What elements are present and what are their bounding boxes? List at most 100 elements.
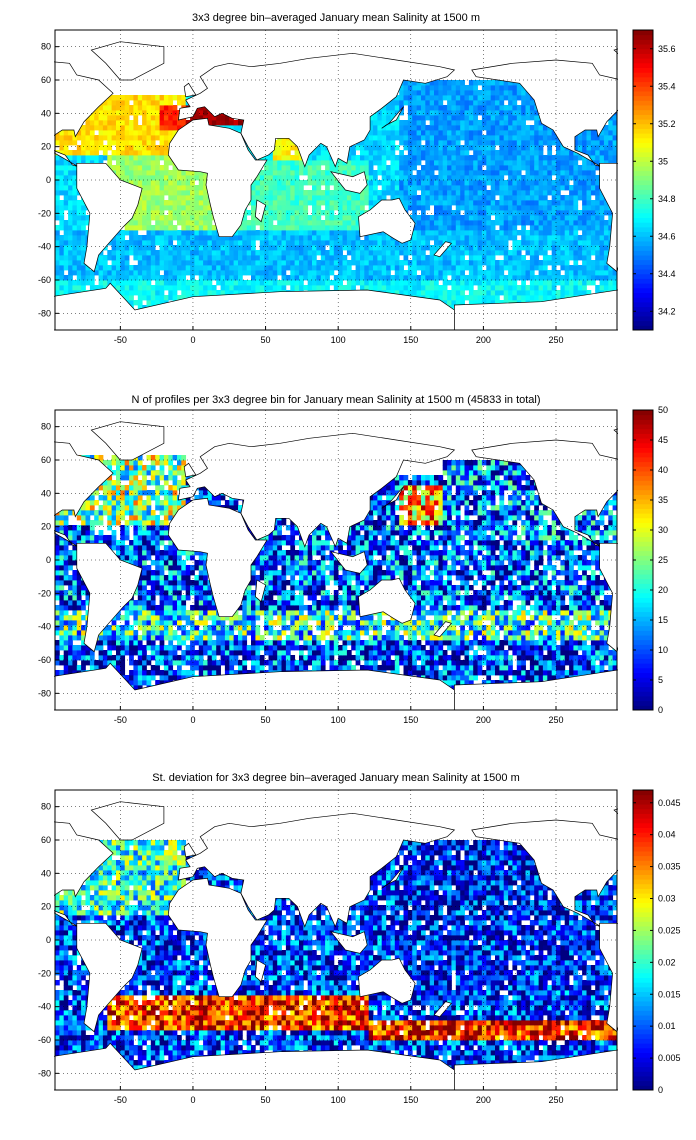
heatmap-cell: [111, 135, 117, 141]
heatmap-cell: [573, 235, 579, 241]
heatmap-cell: [377, 240, 383, 246]
heatmap-cell: [272, 255, 278, 261]
heatmap-cell: [59, 220, 65, 226]
heatmap-cell: [556, 235, 561, 241]
heatmap-cell: [603, 255, 609, 261]
heatmap-cell: [120, 110, 126, 116]
heatmap-cell: [381, 115, 387, 121]
heatmap-cell: [573, 190, 579, 196]
heatmap-cell: [229, 125, 235, 131]
heatmap-cell: [538, 250, 544, 256]
heatmap-cell: [342, 265, 348, 271]
heatmap-cell: [312, 160, 317, 166]
heatmap-cell: [290, 160, 296, 166]
heatmap-cell: [460, 170, 465, 176]
heatmap-cell: [521, 245, 526, 251]
heatmap-cell: [582, 245, 587, 251]
heatmap-cell: [59, 240, 65, 246]
heatmap-cell: [477, 255, 483, 261]
heatmap-cell: [133, 120, 139, 126]
heatmap-cell: [386, 275, 391, 281]
heatmap-cell: [163, 180, 169, 186]
heatmap-cell: [464, 210, 470, 216]
heatmap-cell: [451, 185, 457, 191]
heatmap-cell: [129, 295, 134, 301]
heatmap-cell: [312, 280, 317, 286]
heatmap-cell: [163, 145, 169, 151]
heatmap-cell: [468, 160, 474, 166]
heatmap-cell: [246, 235, 252, 241]
heatmap-cell: [486, 300, 492, 306]
heatmap-cell: [477, 155, 483, 161]
heatmap-cell: [150, 190, 156, 196]
heatmap-cell: [150, 245, 156, 251]
heatmap-cell: [177, 235, 182, 241]
heatmap-cell: [499, 185, 505, 191]
heatmap-cell: [547, 130, 553, 136]
heatmap-cell: [534, 110, 539, 116]
heatmap-cell: [490, 175, 496, 181]
heatmap-cell: [508, 165, 513, 171]
heatmap-cell: [516, 165, 522, 171]
heatmap-cell: [542, 195, 548, 201]
heatmap-cell: [142, 160, 147, 166]
heatmap-cell: [525, 155, 531, 161]
heatmap-cell: [447, 230, 452, 236]
heatmap-cell: [412, 225, 417, 231]
heatmap-cell: [333, 220, 339, 226]
heatmap-cell: [529, 175, 535, 181]
heatmap-cell: [590, 250, 596, 256]
heatmap-cell: [503, 185, 509, 191]
heatmap-cell: [534, 260, 539, 266]
heatmap-cell: [85, 145, 91, 151]
heatmap-cell: [102, 255, 108, 261]
heatmap-cell: [586, 195, 592, 201]
heatmap-cell: [569, 275, 574, 281]
heatmap-cell: [277, 140, 282, 146]
heatmap-cell: [268, 235, 274, 241]
heatmap-cell: [190, 225, 195, 231]
heatmap-cell: [277, 215, 282, 221]
heatmap-cell: [142, 265, 147, 271]
heatmap-cell: [177, 295, 182, 301]
heatmap-cell: [577, 170, 583, 176]
heatmap-cell: [116, 110, 121, 116]
heatmap-cell: [285, 155, 291, 161]
heatmap-cell: [421, 260, 426, 266]
heatmap-cell: [442, 150, 448, 156]
heatmap-cell: [560, 245, 566, 251]
heatmap-cell: [495, 160, 500, 166]
heatmap-cell: [542, 220, 548, 226]
heatmap-cell: [59, 215, 65, 221]
heatmap-cell: [386, 255, 391, 261]
heatmap-cell: [137, 275, 143, 281]
heatmap-cell: [207, 120, 213, 126]
heatmap-cell: [325, 235, 330, 241]
heatmap-cell: [190, 280, 195, 286]
heatmap-cell: [94, 135, 99, 141]
heatmap-cell: [407, 185, 413, 191]
heatmap-cell: [233, 280, 239, 286]
heatmap-cell: [547, 175, 553, 181]
heatmap-cell: [268, 275, 274, 281]
heatmap-cell: [129, 240, 134, 246]
heatmap-cell: [216, 265, 221, 271]
heatmap-cell: [264, 185, 269, 191]
heatmap-cell: [268, 180, 274, 186]
heatmap-cell: [512, 160, 518, 166]
heatmap-cell: [447, 190, 452, 196]
heatmap-cell: [521, 145, 526, 151]
heatmap-cell: [447, 265, 452, 271]
heatmap-cell: [312, 195, 317, 201]
heatmap-cell: [538, 265, 544, 271]
heatmap-cell: [525, 165, 531, 171]
heatmap-cell: [486, 195, 492, 201]
heatmap-cell: [277, 210, 282, 216]
heatmap-cell: [599, 240, 605, 246]
heatmap-cell: [390, 245, 396, 251]
heatmap-cell: [442, 145, 448, 151]
heatmap-cell: [586, 135, 592, 141]
heatmap-cell: [434, 135, 439, 141]
heatmap-cell: [538, 275, 544, 281]
heatmap-cell: [137, 220, 143, 226]
